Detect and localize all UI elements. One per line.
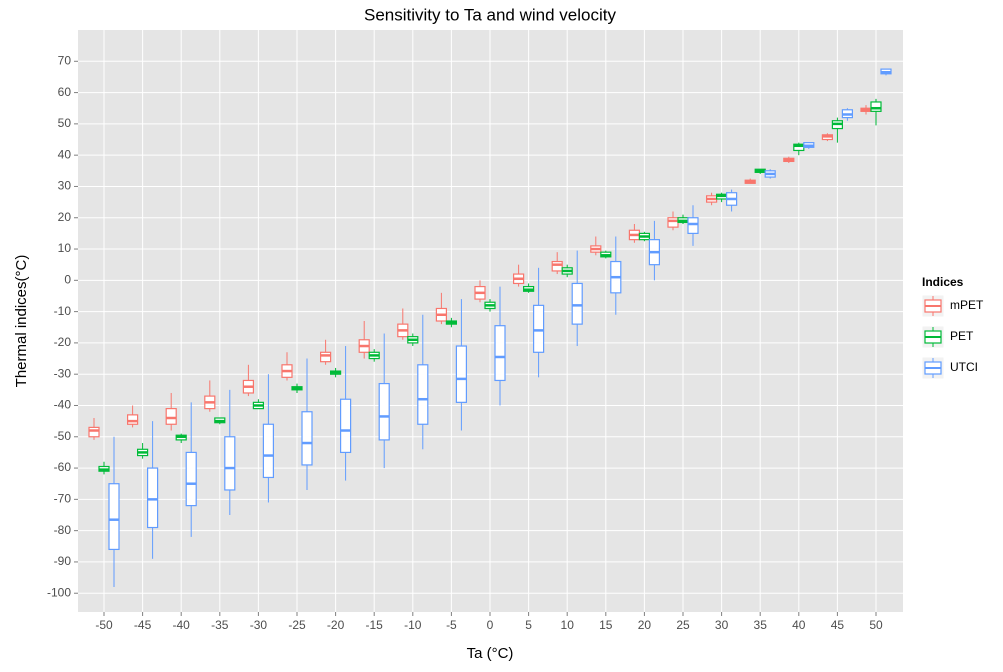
y-tick-label: -80 — [54, 523, 72, 537]
y-tick-label: -60 — [54, 460, 72, 474]
y-tick-label: -30 — [54, 366, 72, 380]
box — [687, 217, 699, 234]
x-tick-label: 25 — [676, 618, 690, 632]
y-tick-label: -50 — [54, 429, 72, 443]
y-axis-title: Thermal indices(°C) — [13, 255, 30, 388]
y-tick-label: 50 — [58, 116, 72, 130]
legend-label: UTCI — [950, 360, 978, 374]
box — [551, 260, 563, 272]
x-tick-label: -35 — [211, 618, 229, 632]
y-tick-label: -90 — [54, 554, 72, 568]
x-tick-label: -5 — [446, 618, 457, 632]
box — [88, 426, 100, 438]
x-tick-label: 35 — [754, 618, 768, 632]
x-tick-label: -30 — [250, 618, 268, 632]
box — [224, 436, 236, 491]
x-tick-label: 5 — [525, 618, 532, 632]
x-tick-label: -15 — [366, 618, 384, 632]
y-tick-label: 60 — [58, 85, 72, 99]
box — [870, 101, 882, 112]
box — [185, 451, 197, 507]
box — [108, 483, 120, 551]
box — [147, 467, 159, 529]
x-tick-label: 30 — [715, 618, 729, 632]
x-tick-label: 50 — [869, 618, 883, 632]
x-tick-label: 10 — [561, 618, 575, 632]
y-tick-label: 10 — [58, 241, 72, 255]
x-tick-label: 40 — [792, 618, 806, 632]
x-tick-label: 45 — [831, 618, 845, 632]
y-tick-label: -40 — [54, 398, 72, 412]
x-tick-label: -50 — [95, 618, 113, 632]
box — [532, 304, 545, 353]
y-tick-label: 0 — [64, 272, 71, 286]
y-tick-label: -10 — [54, 304, 72, 318]
x-tick-label: -25 — [288, 618, 306, 632]
y-tick-label: 40 — [58, 147, 72, 161]
box — [320, 351, 332, 363]
x-tick-label: -45 — [134, 618, 152, 632]
box — [301, 411, 313, 466]
box — [378, 382, 390, 441]
legend-label: mPET — [950, 298, 984, 312]
y-tick-label: 20 — [58, 210, 72, 224]
x-axis-title: Ta (°C) — [467, 645, 514, 662]
x-tick-label: 20 — [638, 618, 652, 632]
y-tick-label: -70 — [54, 492, 72, 506]
box — [455, 345, 467, 403]
y-tick-label: -100 — [47, 585, 71, 599]
box — [165, 408, 177, 425]
x-tick-label: 0 — [487, 618, 494, 632]
box — [571, 282, 583, 325]
box — [126, 414, 139, 425]
legend-title: Indices — [922, 275, 964, 289]
box — [340, 398, 352, 454]
y-tick-label: 30 — [58, 179, 72, 193]
box — [417, 364, 429, 425]
x-tick-label: -10 — [404, 618, 422, 632]
box — [667, 217, 679, 228]
box — [262, 423, 274, 479]
legend-label: PET — [950, 329, 974, 343]
x-tick-label: 15 — [599, 618, 613, 632]
x-tick-label: -20 — [327, 618, 345, 632]
y-tick-label: 70 — [58, 53, 72, 67]
x-tick-label: -40 — [173, 618, 191, 632]
y-tick-label: -20 — [54, 335, 72, 349]
box — [494, 325, 506, 382]
chart-title: Sensitivity to Ta and wind velocity — [364, 5, 616, 24]
